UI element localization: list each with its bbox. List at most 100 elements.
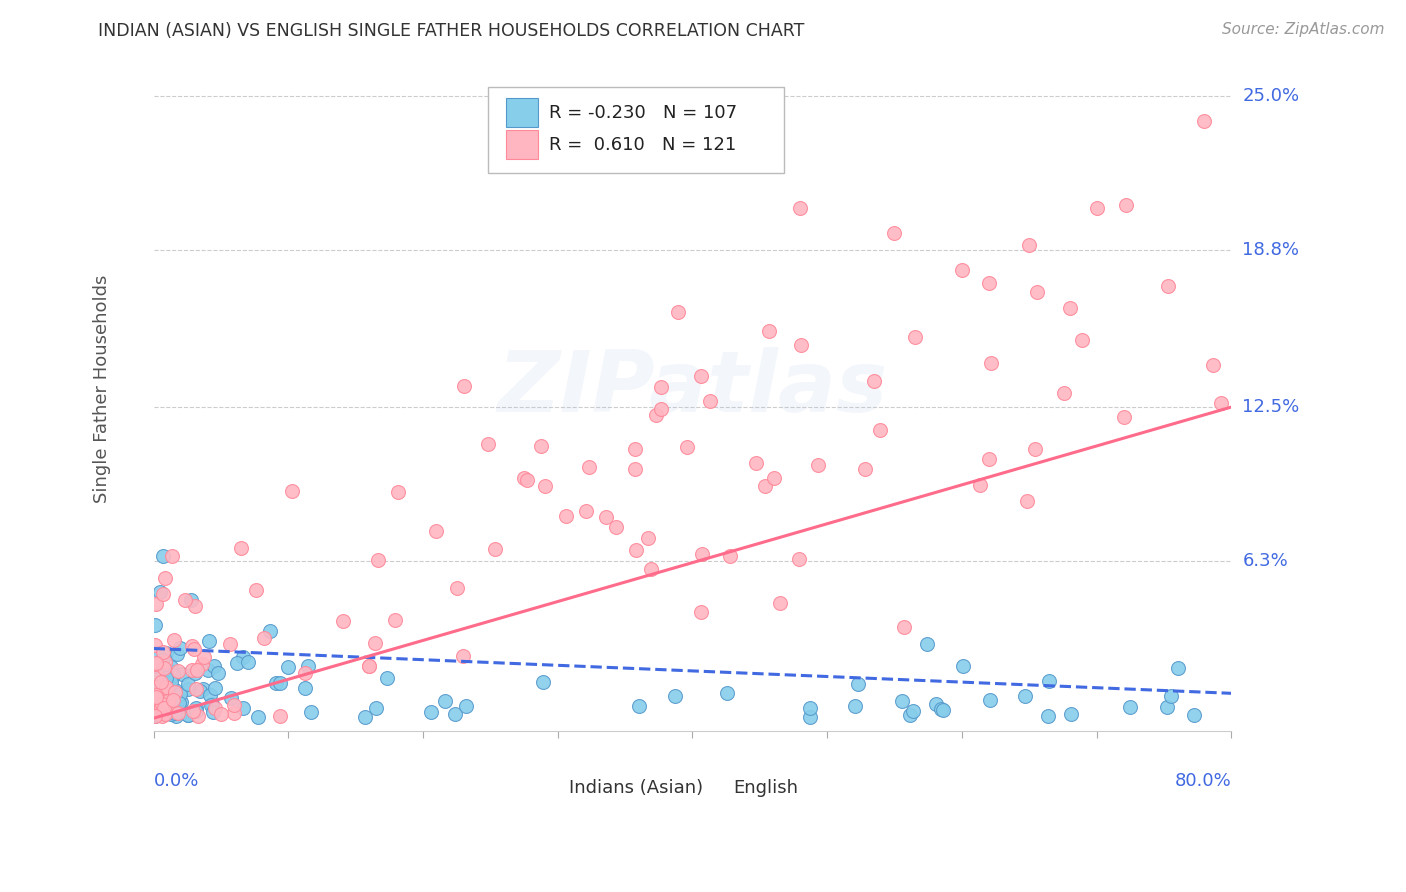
Point xyxy=(148,657,170,671)
Point xyxy=(531,675,554,690)
Point xyxy=(163,706,186,720)
Point xyxy=(201,697,224,711)
Point xyxy=(145,688,167,702)
Point xyxy=(855,462,877,476)
Point xyxy=(143,708,166,723)
Point xyxy=(359,658,381,673)
Point xyxy=(799,701,821,715)
Point xyxy=(145,597,167,611)
Point xyxy=(163,685,186,699)
Point xyxy=(718,549,741,563)
Point xyxy=(1018,238,1040,252)
Point xyxy=(150,667,173,681)
Point xyxy=(180,639,202,653)
Point xyxy=(202,659,225,673)
Point xyxy=(224,706,246,721)
Point xyxy=(152,587,174,601)
Point xyxy=(170,667,193,681)
Point xyxy=(165,683,187,698)
Point xyxy=(294,681,316,695)
Point xyxy=(434,694,457,708)
Point xyxy=(297,658,319,673)
Point xyxy=(150,684,173,698)
Point xyxy=(277,659,299,673)
Point xyxy=(149,700,172,714)
Point xyxy=(1157,278,1180,293)
FancyBboxPatch shape xyxy=(506,130,538,159)
Point xyxy=(184,665,207,680)
Point xyxy=(1071,334,1094,348)
Point xyxy=(150,653,173,667)
Point xyxy=(676,440,699,454)
Point xyxy=(716,686,738,700)
Point xyxy=(898,707,921,722)
Point xyxy=(162,692,184,706)
Point xyxy=(1059,301,1081,315)
Point xyxy=(883,226,905,240)
Point xyxy=(167,696,190,710)
Point xyxy=(578,459,600,474)
Point xyxy=(904,330,927,344)
Point xyxy=(637,531,659,545)
Point xyxy=(155,683,177,698)
FancyBboxPatch shape xyxy=(702,751,728,775)
Point xyxy=(155,707,177,722)
Point xyxy=(198,688,221,702)
Point xyxy=(869,423,891,437)
Point xyxy=(595,510,617,524)
Point xyxy=(146,695,169,709)
Point xyxy=(367,553,389,567)
Point xyxy=(269,708,291,723)
Point xyxy=(1167,661,1189,675)
Point xyxy=(162,667,184,681)
Point xyxy=(862,374,884,388)
Point xyxy=(143,688,166,702)
Point xyxy=(155,646,177,660)
Point xyxy=(384,614,406,628)
Point xyxy=(160,549,183,564)
Text: English: English xyxy=(734,779,799,797)
Point xyxy=(1114,409,1136,424)
Point xyxy=(145,692,167,706)
Point xyxy=(153,689,176,703)
Point xyxy=(146,670,169,684)
Point xyxy=(197,663,219,677)
Point xyxy=(186,663,208,677)
Point xyxy=(979,692,1001,706)
Point xyxy=(167,700,190,714)
Point xyxy=(152,645,174,659)
Point xyxy=(170,705,193,719)
Point xyxy=(169,640,191,655)
FancyBboxPatch shape xyxy=(536,751,564,775)
Point xyxy=(1026,285,1049,299)
Point xyxy=(690,547,713,561)
Point xyxy=(516,473,538,487)
Point xyxy=(366,701,388,715)
Point xyxy=(153,700,176,714)
Point xyxy=(163,633,186,648)
Point xyxy=(180,592,202,607)
Point xyxy=(1201,358,1223,372)
Point xyxy=(186,704,208,718)
Point xyxy=(533,479,555,493)
Point xyxy=(232,701,254,715)
Point xyxy=(446,581,468,595)
Point xyxy=(200,698,222,712)
Point xyxy=(1060,707,1083,722)
Point xyxy=(1017,494,1039,508)
Point xyxy=(769,596,792,610)
Point xyxy=(689,368,711,383)
Point xyxy=(145,698,167,713)
Point xyxy=(807,458,830,473)
Point xyxy=(187,708,209,723)
Point xyxy=(153,703,176,717)
Text: 6.3%: 6.3% xyxy=(1243,552,1288,570)
Point xyxy=(225,656,247,670)
Point xyxy=(901,704,924,718)
Point xyxy=(628,698,651,713)
Text: Indians (Asian): Indians (Asian) xyxy=(568,779,703,797)
Point xyxy=(269,676,291,690)
Point xyxy=(1085,201,1108,215)
Point xyxy=(1014,690,1036,704)
Point xyxy=(605,520,627,534)
